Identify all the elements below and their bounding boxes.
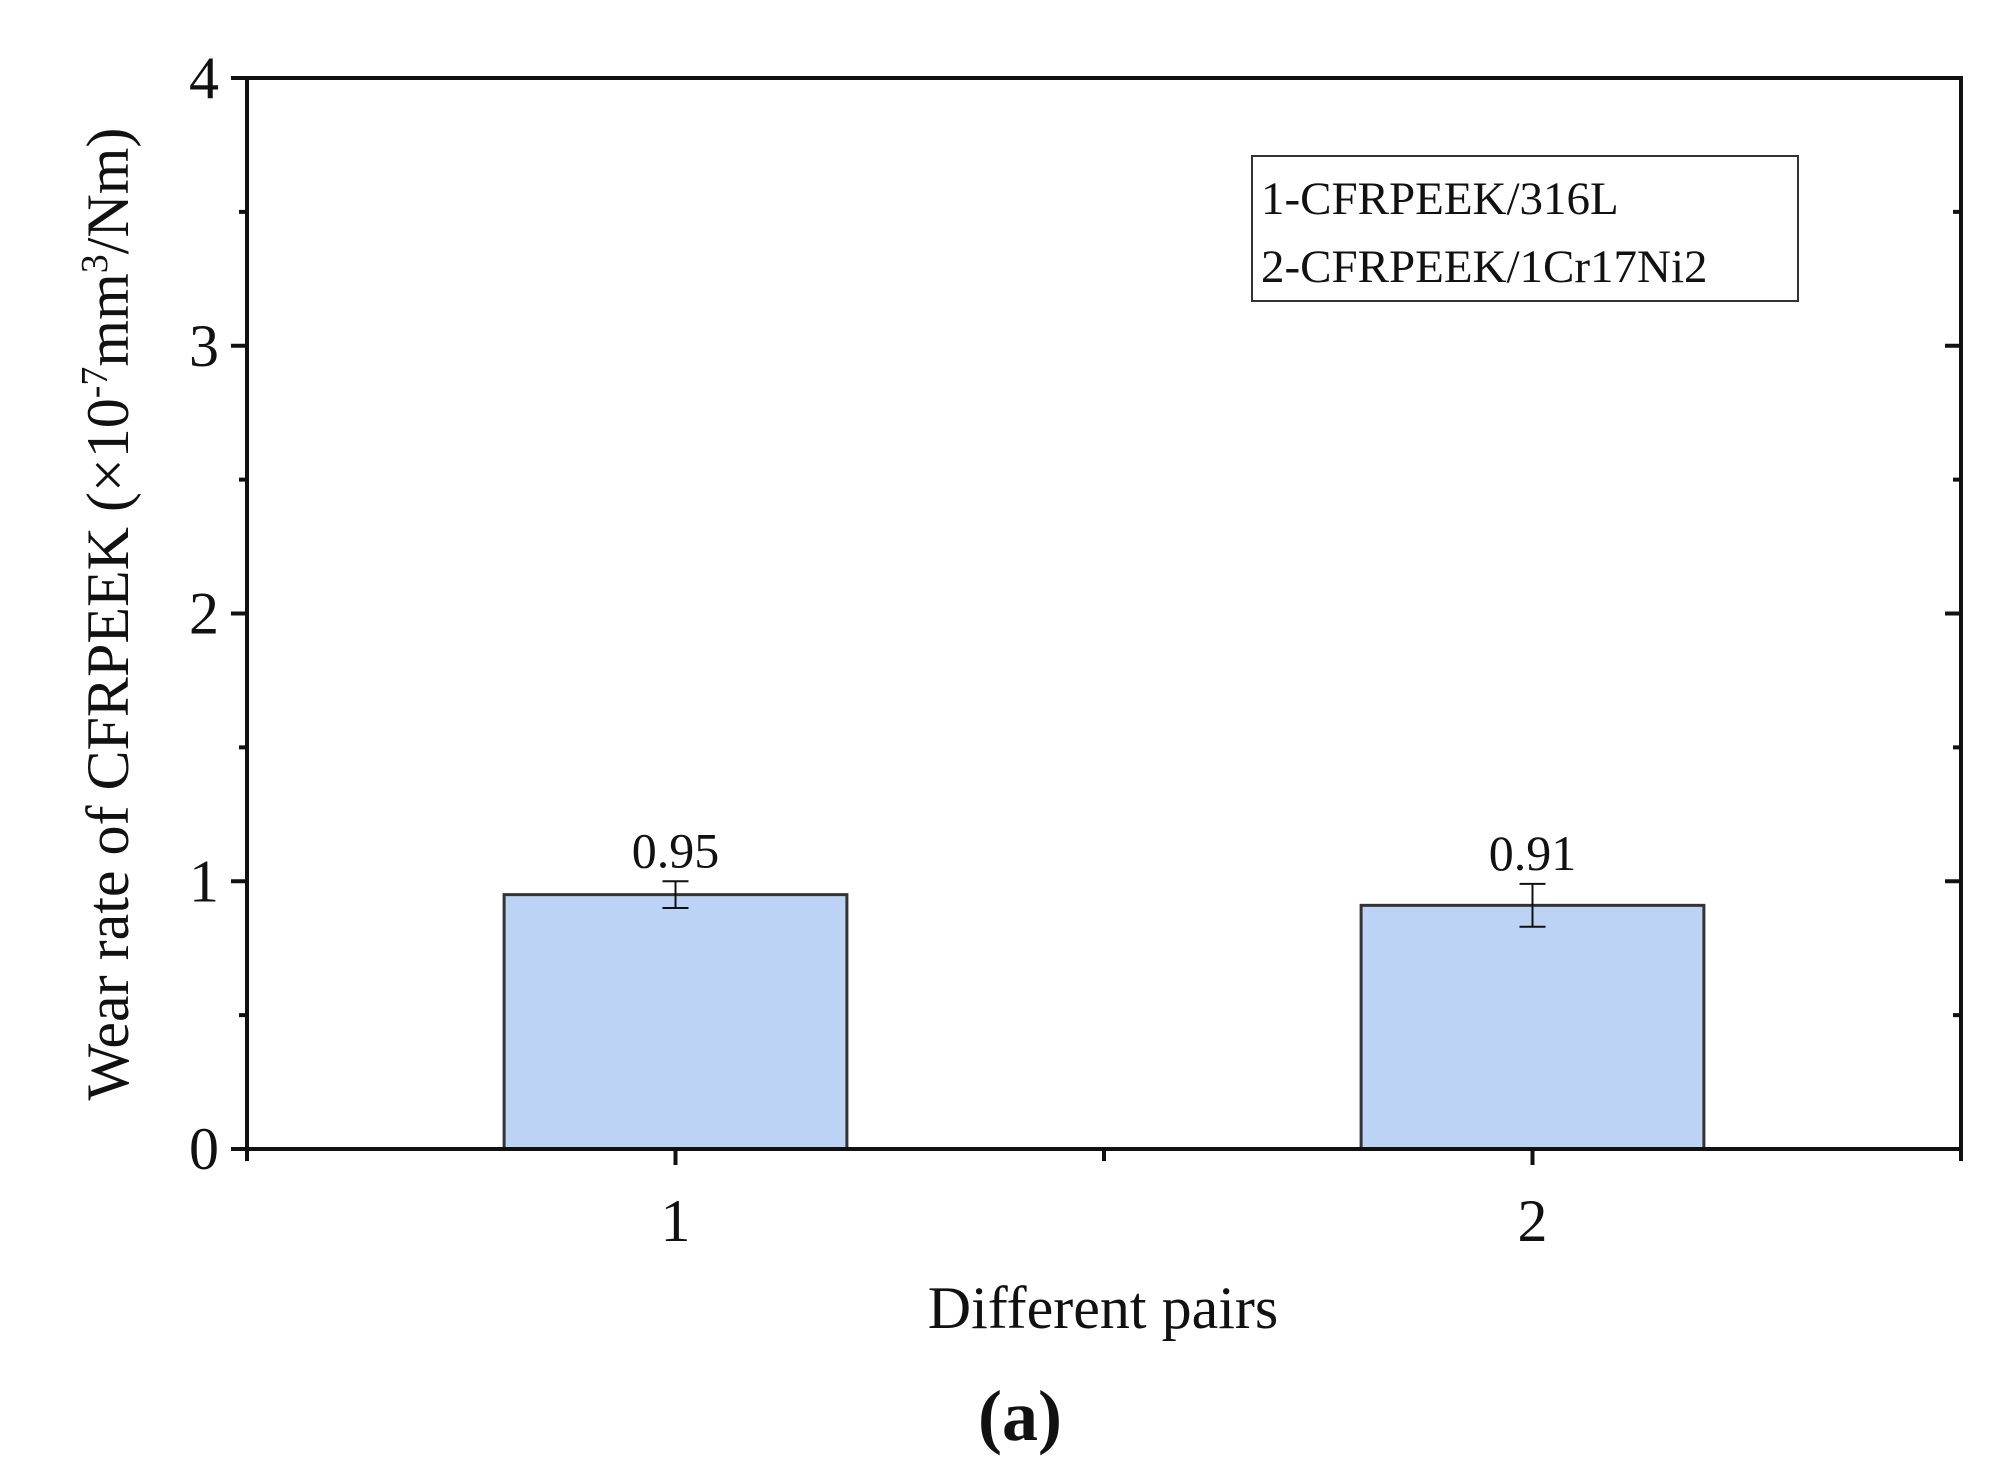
y-axis-label-superscript: -7 (74, 367, 116, 399)
y-tick-label: 1 (189, 848, 219, 914)
y-axis-label-part: /Nm) (75, 128, 141, 255)
value-label: 0.91 (1489, 825, 1577, 881)
legend-text: 1-CFRPEEK/316L (1261, 173, 1619, 225)
legend-text: 2-CFRPEEK/1Cr17Ni2 (1261, 241, 1708, 293)
legend-box (1251, 155, 1799, 302)
caption: (a) (978, 1376, 1062, 1456)
x-tick-label: 1 (661, 1188, 691, 1254)
plot-frame (245, 76, 1963, 1151)
x-axis-label: Different pairs (928, 1275, 1278, 1341)
error-bar (1519, 882, 1546, 928)
y-tick-label: 4 (189, 45, 219, 111)
value-label: 0.95 (632, 822, 720, 878)
x-tick-label: 2 (1518, 1188, 1548, 1254)
bar (502, 893, 849, 1151)
y-tick-label: 0 (189, 1116, 219, 1182)
y-tick-label: 2 (189, 581, 219, 647)
y-axis-label-part: mm (75, 273, 141, 366)
y-axis-label: Wear rate of CFRPEEK (×10-7mm3/Nm) (74, 128, 141, 1101)
y-axis-label-part: Wear rate of CFRPEEK (×10 (75, 398, 141, 1100)
y-axis-label-superscript: 3 (74, 254, 116, 273)
error-bar (662, 880, 689, 910)
bar (1359, 903, 1706, 1151)
y-tick-label: 3 (189, 313, 219, 379)
